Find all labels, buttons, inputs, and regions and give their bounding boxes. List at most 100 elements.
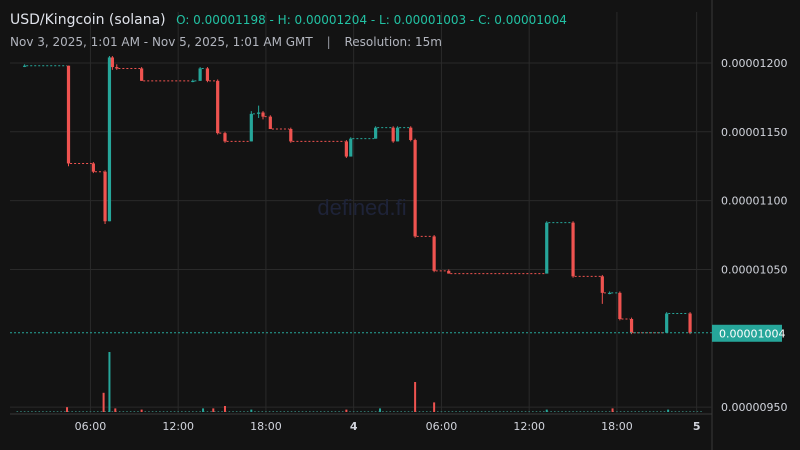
candle-body (688, 313, 692, 333)
volume-bar-minimal (678, 411, 680, 412)
volume-bar-minimal (649, 411, 651, 412)
volume-bar-minimal (221, 411, 223, 412)
volume-bar-minimal (597, 411, 600, 412)
volume-bar-minimal (243, 411, 245, 412)
volume-bar-minimal (85, 411, 88, 412)
volume-bar-minimal (627, 411, 629, 412)
volume-bar-minimal (692, 411, 695, 412)
volume-layer (16, 352, 702, 412)
grid-layer (10, 0, 713, 450)
volume-bar-minimal (38, 411, 41, 412)
volume-bar-minimal (623, 411, 626, 412)
volume-bar-minimal (411, 411, 413, 412)
volume-bar-minimal (404, 411, 406, 412)
volume-bar (667, 409, 670, 412)
volume-bar-minimal (206, 411, 209, 412)
volume-bar-minimal (217, 411, 220, 412)
volume-bar-minimal (517, 411, 520, 412)
volume-bar-minimal (382, 411, 384, 412)
volume-bar-minimal (426, 411, 428, 412)
volume-bar-minimal (213, 411, 216, 412)
volume-bar-minimal (440, 411, 443, 412)
volume-bar-minimal (535, 411, 538, 412)
volume-bar-minimal (374, 411, 377, 412)
volume-bar-minimal (42, 411, 44, 412)
volume-bar-minimal (159, 411, 161, 412)
candle-body (198, 68, 202, 81)
volume-bar-minimal (670, 411, 673, 412)
volume-bar-minimal (385, 411, 388, 412)
volume-bar-minimal (539, 411, 541, 412)
volume-bar-minimal (334, 411, 337, 412)
volume-bar-minimal (484, 411, 487, 412)
volume-bar-minimal (458, 411, 461, 412)
volume-bar (212, 408, 215, 412)
volume-bar-minimal (71, 411, 73, 412)
volume-bar-minimal (173, 411, 176, 412)
volume-bar-minimal (557, 411, 560, 412)
volume-bar-minimal (170, 411, 172, 412)
volume-bar-minimal (429, 411, 432, 412)
y-tick-label: 0.00001150 (721, 126, 787, 139)
volume-bar-minimal (572, 411, 574, 412)
volume-bar-minimal (294, 411, 296, 412)
volume-bar-minimal (129, 411, 132, 412)
volume-bar (202, 408, 205, 412)
volume-bar-minimal (422, 411, 424, 412)
candle-body (249, 113, 253, 142)
volume-bar-minimal (510, 411, 512, 412)
volume-bar-minimal (56, 411, 59, 412)
candle-body (23, 65, 27, 67)
title-line: USD/Kingcoin (solana) O: 0.00001198 - H:… (10, 10, 567, 30)
volume-bar-minimal (341, 411, 344, 412)
candle-body (600, 276, 604, 293)
volume-bar-minimal (195, 411, 198, 412)
volume-bar (223, 406, 226, 412)
volume-bar-minimal (133, 411, 136, 412)
volume-bar-minimal (473, 411, 476, 412)
separator: | (326, 35, 331, 49)
volume-bar-minimal (316, 411, 318, 412)
volume-bar-minimal (53, 411, 55, 412)
volume-bar-minimal (550, 411, 552, 412)
volume-bar-minimal (363, 411, 366, 412)
volume-bar-minimal (287, 411, 289, 412)
volume-bar-minimal (235, 411, 238, 412)
volume-bar-minimal (330, 411, 333, 412)
volume-bar-minimal (104, 411, 106, 412)
volume-bar (102, 392, 105, 412)
volume-bar-minimal (210, 411, 212, 412)
volume-bar-minimal (389, 411, 392, 412)
volume-bar-minimal (118, 411, 121, 412)
candle-body (374, 127, 378, 139)
volume-bar-minimal (660, 411, 662, 412)
volume-bar-minimal (312, 411, 315, 412)
volume-bar-minimal (20, 411, 22, 412)
volume-bar-minimal (228, 411, 231, 412)
volume-bar-minimal (543, 411, 545, 412)
candle-body (289, 129, 293, 142)
volume-bar-minimal (338, 411, 340, 412)
volume-bar-minimal (502, 411, 505, 412)
volume-bar-minimal (60, 411, 62, 412)
volume-bar-minimal (656, 411, 658, 412)
volume-bar-minimal (34, 411, 37, 412)
candle-body (91, 163, 95, 172)
volume-bar (433, 402, 436, 412)
volume-bar (545, 409, 548, 412)
candle-body (571, 222, 575, 277)
volume-bar-minimal (93, 411, 95, 412)
volume-bar-minimal (480, 411, 483, 412)
volume-bar-minimal (696, 411, 699, 412)
volume-bar-minimal (652, 411, 655, 412)
resolution-label: Resolution: 15m (344, 35, 442, 49)
volume-bar-minimal (239, 411, 242, 412)
volume-bar-minimal (451, 411, 454, 412)
volume-bar-minimal (276, 411, 278, 412)
volume-bar-minimal (254, 411, 256, 412)
volume-bar-minimal (352, 411, 355, 412)
volume-bar-minimal (590, 411, 593, 412)
volume-bar-minimal (232, 411, 234, 412)
candle-body (66, 65, 71, 164)
